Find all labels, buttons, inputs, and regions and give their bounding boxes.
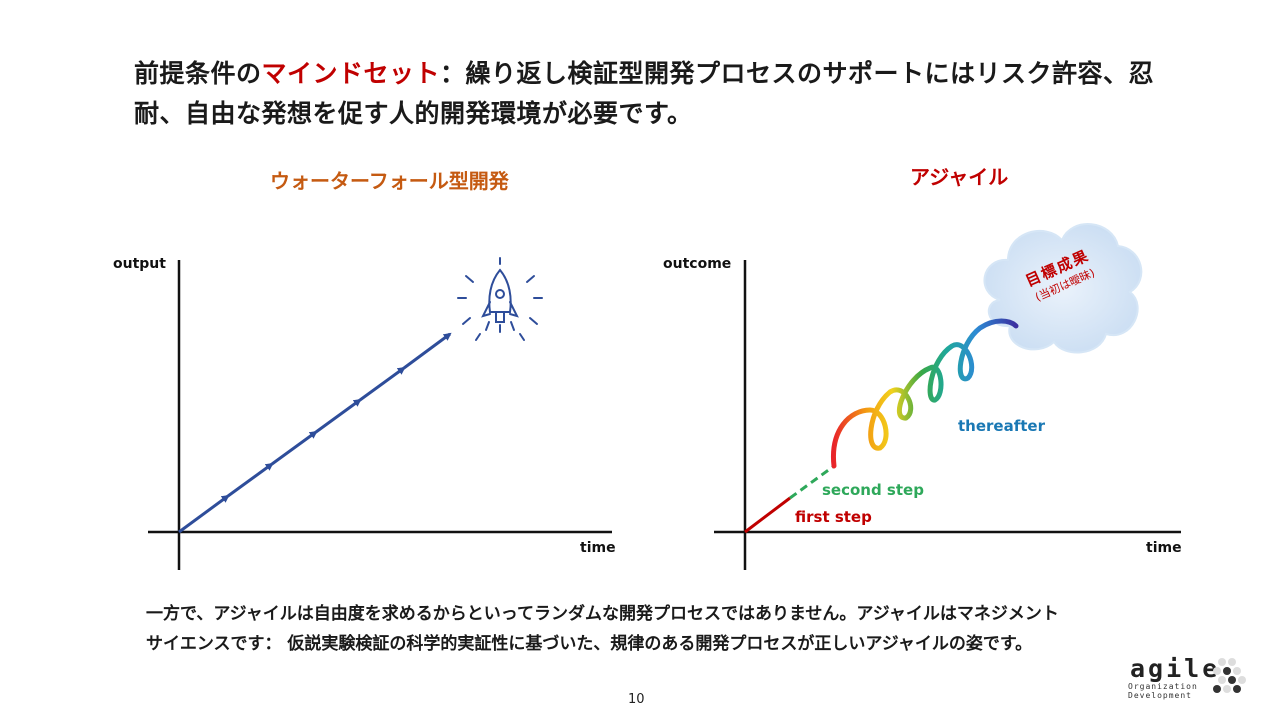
rocket-icon (457, 257, 543, 341)
bottom-line-2: サイエンスです： 仮説実験検証の科学的実証性に基づいた、規律のある開発プロセスが… (146, 634, 1033, 654)
bottom-line-1: 一方で、アジャイルは自由度を求めるからといってランダムな開発プロセスではありませ… (146, 604, 1059, 624)
headline-accent: マインドセット (261, 59, 441, 88)
logo-line-2: Development (1128, 691, 1192, 700)
thereafter-spiral (830, 318, 1019, 469)
agile-y-label: outcome (663, 256, 732, 272)
goal-cloud (983, 223, 1143, 354)
agile-x-label: time (1146, 540, 1182, 556)
waterfall-x-label: time (580, 540, 616, 556)
logo-line-1: Organization (1128, 682, 1198, 691)
first-step-label: first step (795, 508, 872, 526)
second-step-label: second step (822, 481, 924, 499)
headline-rest: ：繰り返し検証型開発プロセスのサポートにはリスク許容、忍耐、自由な発想を促す人的… (134, 59, 1155, 128)
logo-word: agile (1130, 654, 1221, 683)
first-step-line (744, 496, 791, 534)
bottom-text: 一方で、アジャイルは自由度を求めるからといってランダムな開発プロセスではありませ… (146, 599, 1206, 659)
headline: 前提条件のマインドセット：繰り返し検証型開発プロセスのサポートにはリスク許容、忍… (134, 54, 1194, 134)
agile-logo: agile Organization Development (1126, 654, 1266, 704)
waterfall-y-label: output (113, 256, 166, 272)
waterfall-progress-arrows (178, 332, 452, 534)
page-number: 10 (628, 692, 645, 707)
agile-axes (714, 260, 1181, 570)
agile-title: アジャイル (910, 165, 1009, 189)
thereafter-label: thereafter (958, 417, 1045, 435)
logo-dots-icon (1213, 658, 1246, 693)
second-step-line (789, 464, 835, 500)
waterfall-axes (148, 260, 612, 570)
waterfall-title: ウォーターフォール型開発 (270, 169, 509, 193)
headline-prefix: 前提条件の (134, 59, 262, 88)
